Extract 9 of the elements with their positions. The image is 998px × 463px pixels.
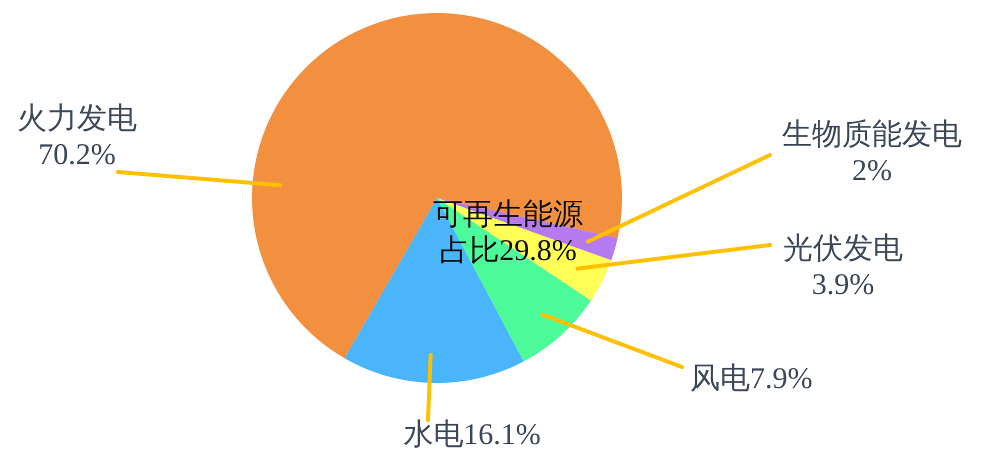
data-label: 3.9% <box>812 268 874 300</box>
data-label: 70.2% <box>38 138 116 170</box>
slice-label: 生物质能发电 <box>782 118 962 150</box>
slice-label: 光伏发电 <box>783 232 903 264</box>
slice-label: 风电7.9% <box>690 362 812 394</box>
data-label: 2% <box>852 154 892 186</box>
pie-slice <box>252 13 622 358</box>
slice-label: 火力发电 <box>17 102 137 134</box>
slice-label: 水电16.1% <box>403 418 541 450</box>
